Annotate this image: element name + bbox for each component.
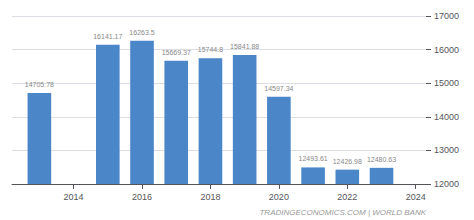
svg-text:12480.63: 12480.63	[367, 156, 396, 163]
svg-text:2016: 2016	[132, 192, 152, 202]
svg-text:14000: 14000	[434, 112, 459, 122]
svg-text:16263.5: 16263.5	[129, 29, 154, 36]
svg-text:16141.17: 16141.17	[93, 33, 122, 40]
svg-text:12426.98: 12426.98	[333, 158, 362, 165]
svg-text:17000: 17000	[434, 11, 459, 21]
svg-text:15841.88: 15841.88	[230, 43, 259, 50]
svg-text:15000: 15000	[434, 78, 459, 88]
svg-text:12000: 12000	[434, 179, 459, 189]
svg-text:2014: 2014	[64, 192, 84, 202]
svg-text:2024: 2024	[406, 192, 426, 202]
svg-text:14597.34: 14597.34	[264, 85, 293, 92]
svg-text:2018: 2018	[200, 192, 220, 202]
svg-text:2022: 2022	[337, 192, 357, 202]
svg-text:16000: 16000	[434, 45, 459, 55]
svg-text:TRADINGECONOMICS.COM | WORLD B: TRADINGECONOMICS.COM | WORLD BANK	[259, 208, 426, 217]
svg-text:15744.8: 15744.8	[198, 46, 223, 53]
svg-text:2020: 2020	[269, 192, 289, 202]
svg-text:12493.61: 12493.61	[298, 155, 327, 162]
svg-text:15669.37: 15669.37	[162, 49, 191, 56]
svg-text:13000: 13000	[434, 145, 459, 155]
svg-text:14705.78: 14705.78	[25, 81, 54, 88]
